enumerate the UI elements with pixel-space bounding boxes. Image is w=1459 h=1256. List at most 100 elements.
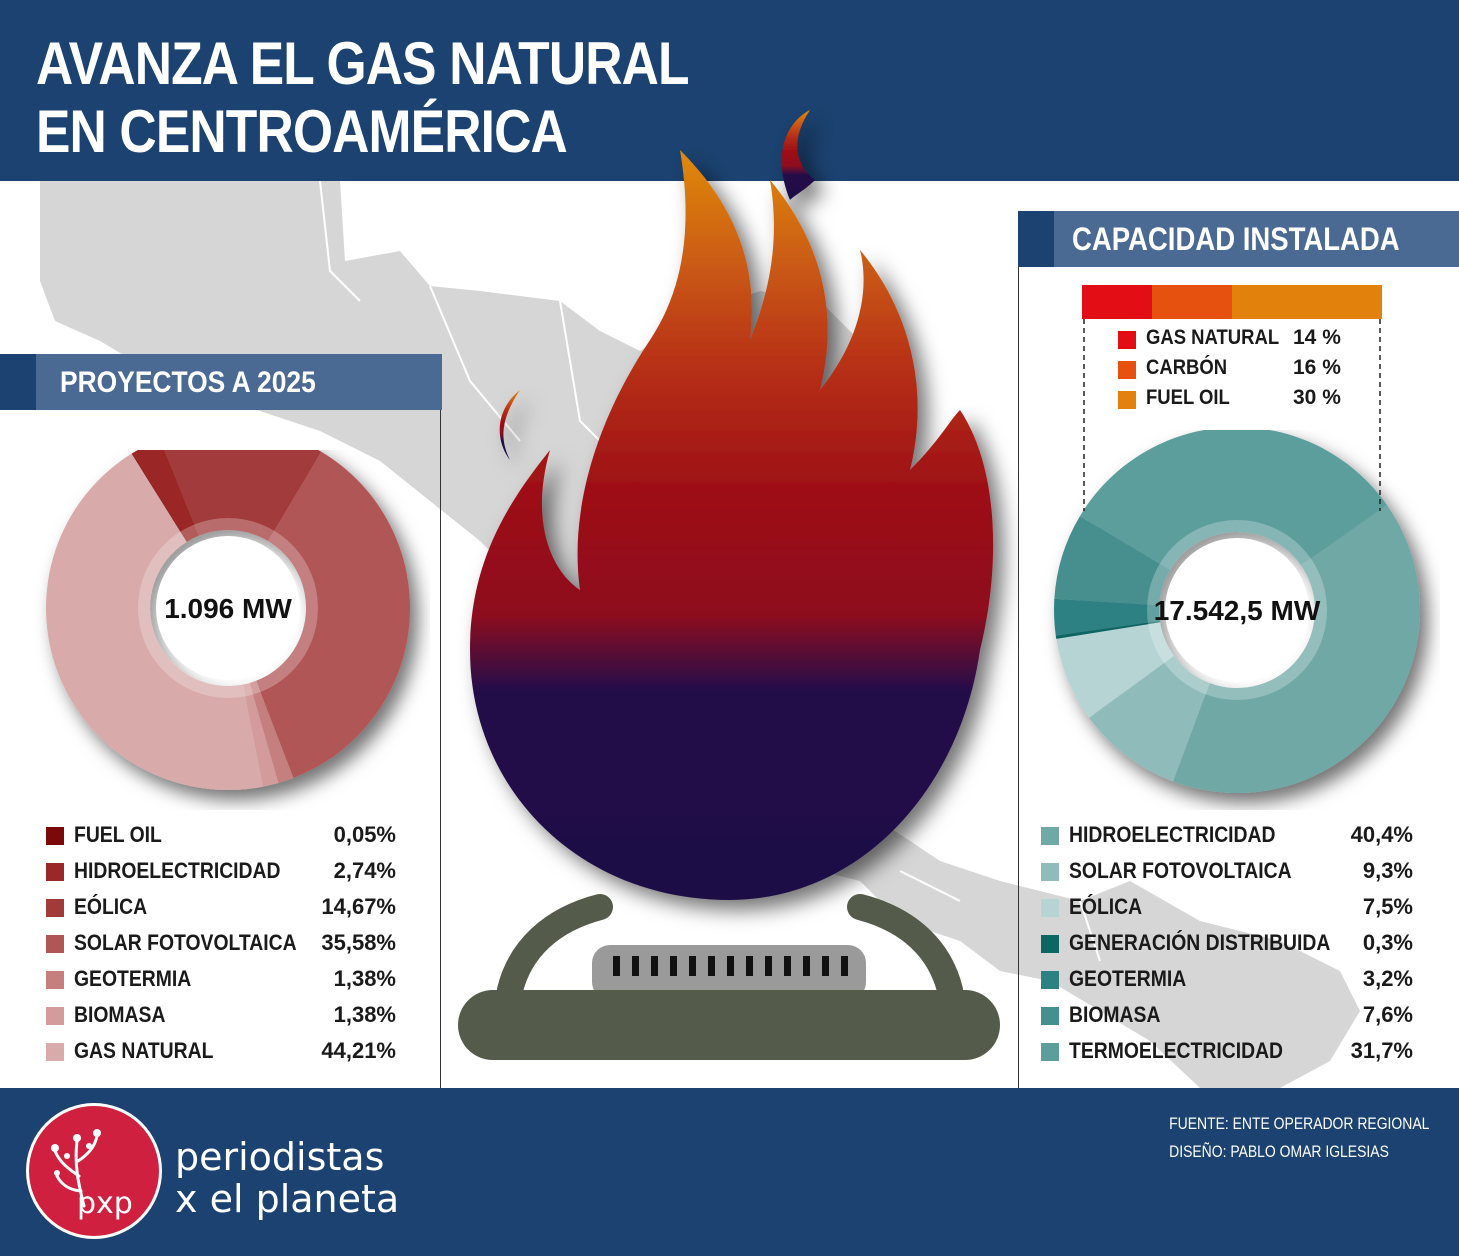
page-title: AVANZA EL GAS NATURAL EN CENTROAMÉRICA bbox=[36, 30, 690, 166]
right-legend-label: BIOMASA bbox=[1069, 1002, 1161, 1027]
pxp-logo: pxp bbox=[26, 1103, 162, 1239]
left-legend-value: 44,21% bbox=[321, 1038, 396, 1063]
left-legend-value: 1,38% bbox=[333, 966, 396, 991]
left-donut-slice-biomasa bbox=[243, 682, 279, 787]
design-credit: DISEÑO: PABLO OMAR IGLESIAS bbox=[1168, 1142, 1389, 1161]
left-donut-slice-fuel-oil bbox=[131, 453, 187, 542]
left-donut-slice-solar-fotovoltaica bbox=[256, 451, 411, 778]
right-donut-slice-hidroelectricidad bbox=[1173, 505, 1420, 793]
burner-icon bbox=[458, 894, 1000, 1060]
right-legend-label: GENERACIÓN DISTRIBUIDA bbox=[1069, 930, 1331, 955]
title-line-1: AVANZA EL GAS NATURAL bbox=[36, 30, 690, 97]
header-bar: AVANZA EL GAS NATURAL EN CENTROAMÉRICA bbox=[0, 0, 1459, 181]
footer-bar: pxp periodistas x el planeta FUENTE: ENT… bbox=[0, 1088, 1459, 1256]
left-donut-slice-geotermia bbox=[249, 680, 294, 783]
right-legend-value: 40,4% bbox=[1350, 822, 1413, 847]
right-legend-label: SOLAR FOTOVOLTAICA bbox=[1069, 858, 1292, 883]
left-legend-swatch bbox=[46, 899, 64, 917]
breakdown-swatch bbox=[1118, 391, 1136, 409]
left-legend-swatch bbox=[46, 1007, 64, 1025]
right-legend-item: EÓLICA 7,5% bbox=[1041, 892, 1413, 922]
left-legend-label: FUEL OIL bbox=[74, 822, 162, 847]
right-legend-item: TERMOELECTRICIDAD 31,7% bbox=[1041, 1036, 1413, 1066]
breakdown-item: CARBÓN 16 % bbox=[1118, 355, 1358, 385]
breakdown-label: FUEL OIL bbox=[1146, 386, 1230, 409]
right-donut-slice-eólica bbox=[1056, 622, 1174, 718]
breakdown-item: GAS NATURAL 14 % bbox=[1118, 325, 1358, 355]
breakdown-label: GAS NATURAL bbox=[1146, 326, 1280, 349]
right-legend-label: GEOTERMIA bbox=[1069, 966, 1187, 991]
left-donut-center-label: 1.096 MW bbox=[164, 593, 292, 624]
thermal-breakdown-legend: GAS NATURAL 14 % CARBÓN 16 % FUEL OIL 30… bbox=[1118, 325, 1358, 415]
left-legend-value: 1,38% bbox=[333, 1002, 396, 1027]
credits: FUENTE: ENTE OPERADOR REGIONAL DISEÑO: P… bbox=[1169, 1110, 1429, 1166]
breakdown-item: FUEL OIL 30 % bbox=[1118, 385, 1358, 415]
right-legend-swatch bbox=[1041, 899, 1059, 917]
left-legend-swatch bbox=[46, 827, 64, 845]
right-legend-item: GENERACIÓN DISTRIBUIDA 0,3% bbox=[1041, 928, 1413, 958]
right-donut-chart: 17.542,5 MW bbox=[1054, 430, 1420, 793]
left-donut-slice-gas-natural bbox=[45, 453, 264, 790]
left-legend-value: 2,74% bbox=[333, 858, 396, 883]
left-donut-slices bbox=[45, 450, 411, 790]
breakdown-swatch bbox=[1118, 361, 1136, 379]
left-donut-center-hole bbox=[156, 536, 300, 680]
right-legend-value: 0,3% bbox=[1362, 930, 1413, 955]
breakdown-swatch bbox=[1118, 331, 1136, 349]
left-legend-swatch bbox=[46, 935, 64, 953]
brand-line-2: x el planeta bbox=[175, 1177, 400, 1221]
left-legend-swatch bbox=[46, 1043, 64, 1061]
brand-line-1: periodistas bbox=[175, 1135, 385, 1179]
left-legend-label: EÓLICA bbox=[74, 894, 148, 919]
gas-flame-illustration bbox=[458, 110, 1000, 1060]
right-donut-center-label: 17.542,5 MW bbox=[1154, 595, 1321, 626]
right-donut-slice-geotermia bbox=[1054, 598, 1160, 636]
right-donut-slices bbox=[1054, 430, 1420, 793]
left-legend-value: 14,67% bbox=[321, 894, 396, 919]
left-legend-item: SOLAR FOTOVOLTAICA 35,58% bbox=[46, 928, 396, 958]
logo-text: pxp bbox=[77, 1186, 133, 1221]
right-legend-item: GEOTERMIA 3,2% bbox=[1041, 964, 1413, 994]
right-legend-value: 9,3% bbox=[1362, 858, 1413, 883]
left-donut-slice-eólica bbox=[164, 450, 322, 542]
right-legend-item: HIDROELECTRICIDAD 40,4% bbox=[1041, 820, 1413, 850]
right-legend-swatch bbox=[1041, 827, 1059, 845]
right-legend-label: TERMOELECTRICIDAD bbox=[1069, 1038, 1284, 1063]
breakdown-label: CARBÓN bbox=[1146, 356, 1228, 379]
right-legend-value: 7,5% bbox=[1362, 894, 1413, 919]
right-legend-value: 7,6% bbox=[1362, 1002, 1413, 1027]
left-legend-item: BIOMASA 1,38% bbox=[46, 1000, 396, 1030]
left-donut-chart: 1.096 MW bbox=[45, 450, 411, 790]
title-line-2: EN CENTROAMÉRICA bbox=[36, 98, 568, 165]
right-legend-swatch bbox=[1041, 863, 1059, 881]
left-donut-slice-hidroelectricidad bbox=[132, 450, 199, 542]
right-legend-value: 31,7% bbox=[1350, 1038, 1413, 1063]
right-donut-slice-solar-fotovoltaica bbox=[1089, 655, 1210, 782]
left-legend-value: 35,58% bbox=[321, 930, 396, 955]
right-legend-swatch bbox=[1041, 971, 1059, 989]
right-donut-slice-termoelectricidad bbox=[1079, 430, 1387, 570]
right-section-title: CAPACIDAD INSTALADA bbox=[1018, 211, 1459, 267]
left-legend-swatch bbox=[46, 863, 64, 881]
left-legend-label: SOLAR FOTOVOLTAICA bbox=[74, 930, 297, 955]
left-section-title: PROYECTOS A 2025 bbox=[0, 354, 442, 410]
right-legend-label: EÓLICA bbox=[1069, 894, 1143, 919]
source-credit: FUENTE: ENTE OPERADOR REGIONAL bbox=[1168, 1114, 1429, 1133]
left-legend: FUEL OIL 0,05% HIDROELECTRICIDAD 2,74% EÓLIC… bbox=[46, 820, 396, 1070]
breakdown-value: 30 % bbox=[1293, 386, 1341, 409]
right-legend-swatch bbox=[1041, 1007, 1059, 1025]
left-legend-item: GAS NATURAL 44,21% bbox=[46, 1036, 396, 1066]
left-legend-item: GEOTERMIA 1,38% bbox=[46, 964, 396, 994]
left-legend-item: HIDROELECTRICIDAD 2,74% bbox=[46, 856, 396, 886]
left-legend-item: EÓLICA 14,67% bbox=[46, 892, 396, 922]
right-donut-slice-generación-distribuida bbox=[1055, 620, 1160, 639]
right-donut-slice-biomasa bbox=[1054, 516, 1171, 606]
left-legend-item: FUEL OIL 0,05% bbox=[46, 820, 396, 850]
left-legend-label: GEOTERMIA bbox=[74, 966, 192, 991]
breakdown-segment-0 bbox=[1082, 285, 1152, 319]
right-legend-value: 3,2% bbox=[1362, 966, 1413, 991]
right-legend-label: HIDROELECTRICIDAD bbox=[1069, 822, 1276, 847]
breakdown-segment-2 bbox=[1232, 285, 1382, 319]
left-legend-label: GAS NATURAL bbox=[74, 1038, 214, 1063]
breakdown-value: 16 % bbox=[1293, 356, 1341, 379]
